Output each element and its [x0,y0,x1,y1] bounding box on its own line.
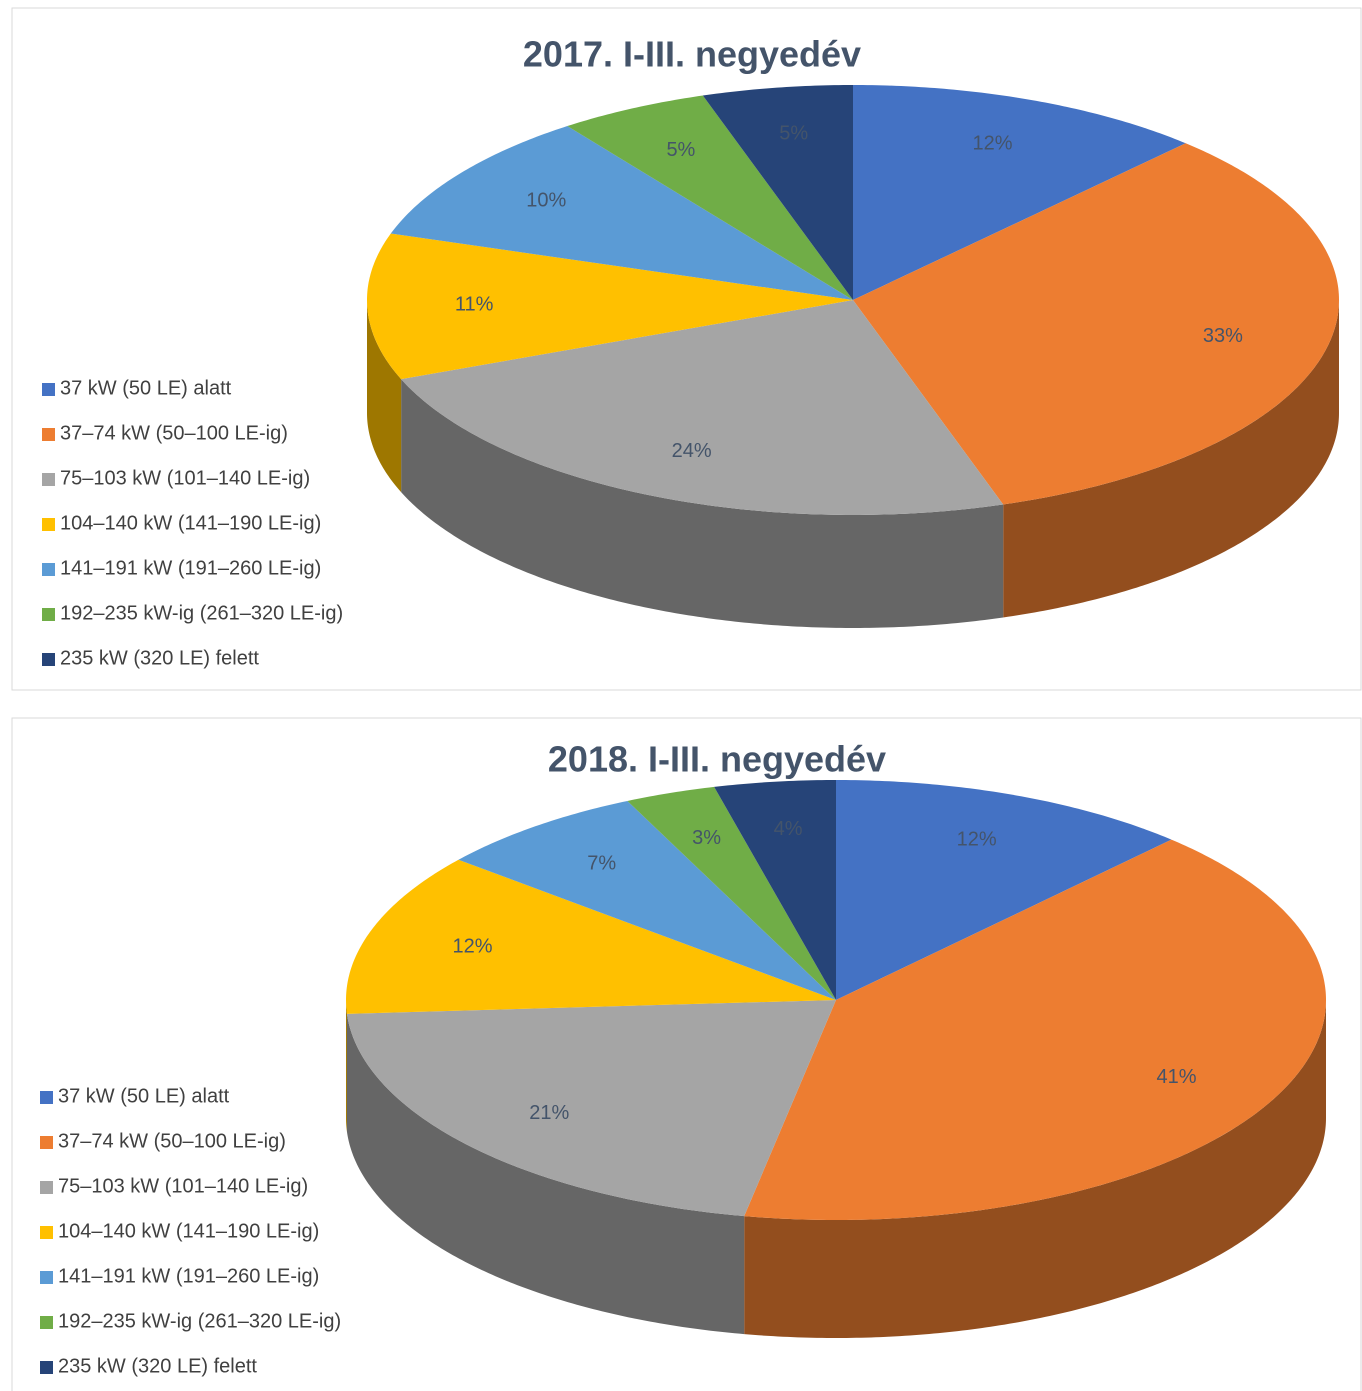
pie-slice [390,126,853,301]
pie-slice [401,300,1004,515]
pie-slice [567,95,853,300]
pie-side [367,300,402,493]
pie-side [1003,300,1339,618]
data-label: 24% [672,440,712,462]
pie-slice [627,786,836,1000]
pie-side [346,1000,347,1132]
data-label: 11% [455,294,494,316]
data-label: 12% [957,829,997,851]
legend-label: 104–140 kW (141–190 LE-ig) [60,512,321,534]
legend-swatch [40,1271,53,1284]
data-label: 41% [1157,1066,1197,1088]
legend-swatch [40,1316,53,1329]
legend-label: 104–140 kW (141–190 LE-ig) [58,1220,319,1242]
data-label: 10% [526,190,566,212]
legend-label: 75–103 kW (101–140 LE-ig) [60,467,310,489]
data-label: 3% [692,827,721,849]
pie-slice [853,85,1186,300]
legend-swatch [42,563,55,576]
pie-slice [367,233,853,380]
legend-swatch [40,1361,53,1374]
legend-label: 192–235 kW-ig (261–320 LE-ig) [60,602,343,624]
legend-label: 37–74 kW (50–100 LE-ig) [60,422,288,444]
chart-title: 2017. I-III. negyedév [523,34,861,75]
legend-swatch [40,1136,53,1149]
pie-slice [744,839,1326,1220]
legend-label: 37–74 kW (50–100 LE-ig) [58,1130,286,1152]
legend-swatch [42,383,55,396]
pie-side [401,379,1004,628]
legend-label: 37 kW (50 LE) alatt [60,377,232,399]
legend-label: 141–191 kW (191–260 LE-ig) [60,557,321,579]
legend-swatch [42,518,55,531]
legend-label: 75–103 kW (101–140 LE-ig) [58,1175,308,1197]
chart-title: 2018. I-III. negyedév [548,739,886,780]
legend-swatch [40,1226,53,1239]
pie-slice [346,859,836,1014]
legend-label: 235 kW (320 LE) felett [60,647,259,669]
data-label: 5% [666,139,695,161]
data-label: 4% [774,818,803,840]
data-label: 12% [452,935,492,957]
data-label: 12% [973,132,1013,154]
data-label: 33% [1203,325,1243,347]
pie-slice [458,800,836,1000]
pie-side [346,1013,745,1335]
data-label: 21% [529,1102,569,1124]
pie-slice [346,1000,836,1217]
legend-swatch [42,653,55,666]
legend-label: 37 kW (50 LE) alatt [58,1085,230,1107]
legend-swatch [42,428,55,441]
legend-swatch [42,473,55,486]
legend-label: 235 kW (320 LE) felett [58,1355,257,1377]
pie-slice [702,85,853,300]
pie-slice [853,143,1339,505]
pie-slice [836,780,1172,1000]
data-label: 7% [587,853,616,875]
pie-slice [714,780,836,1000]
legend-swatch [42,608,55,621]
pie-side [744,1000,1326,1338]
legend-label: 141–191 kW (191–260 LE-ig) [58,1265,319,1287]
legend-swatch [40,1181,53,1194]
data-label: 5% [779,123,808,145]
legend-swatch [40,1091,53,1104]
legend-label: 192–235 kW-ig (261–320 LE-ig) [58,1310,341,1332]
